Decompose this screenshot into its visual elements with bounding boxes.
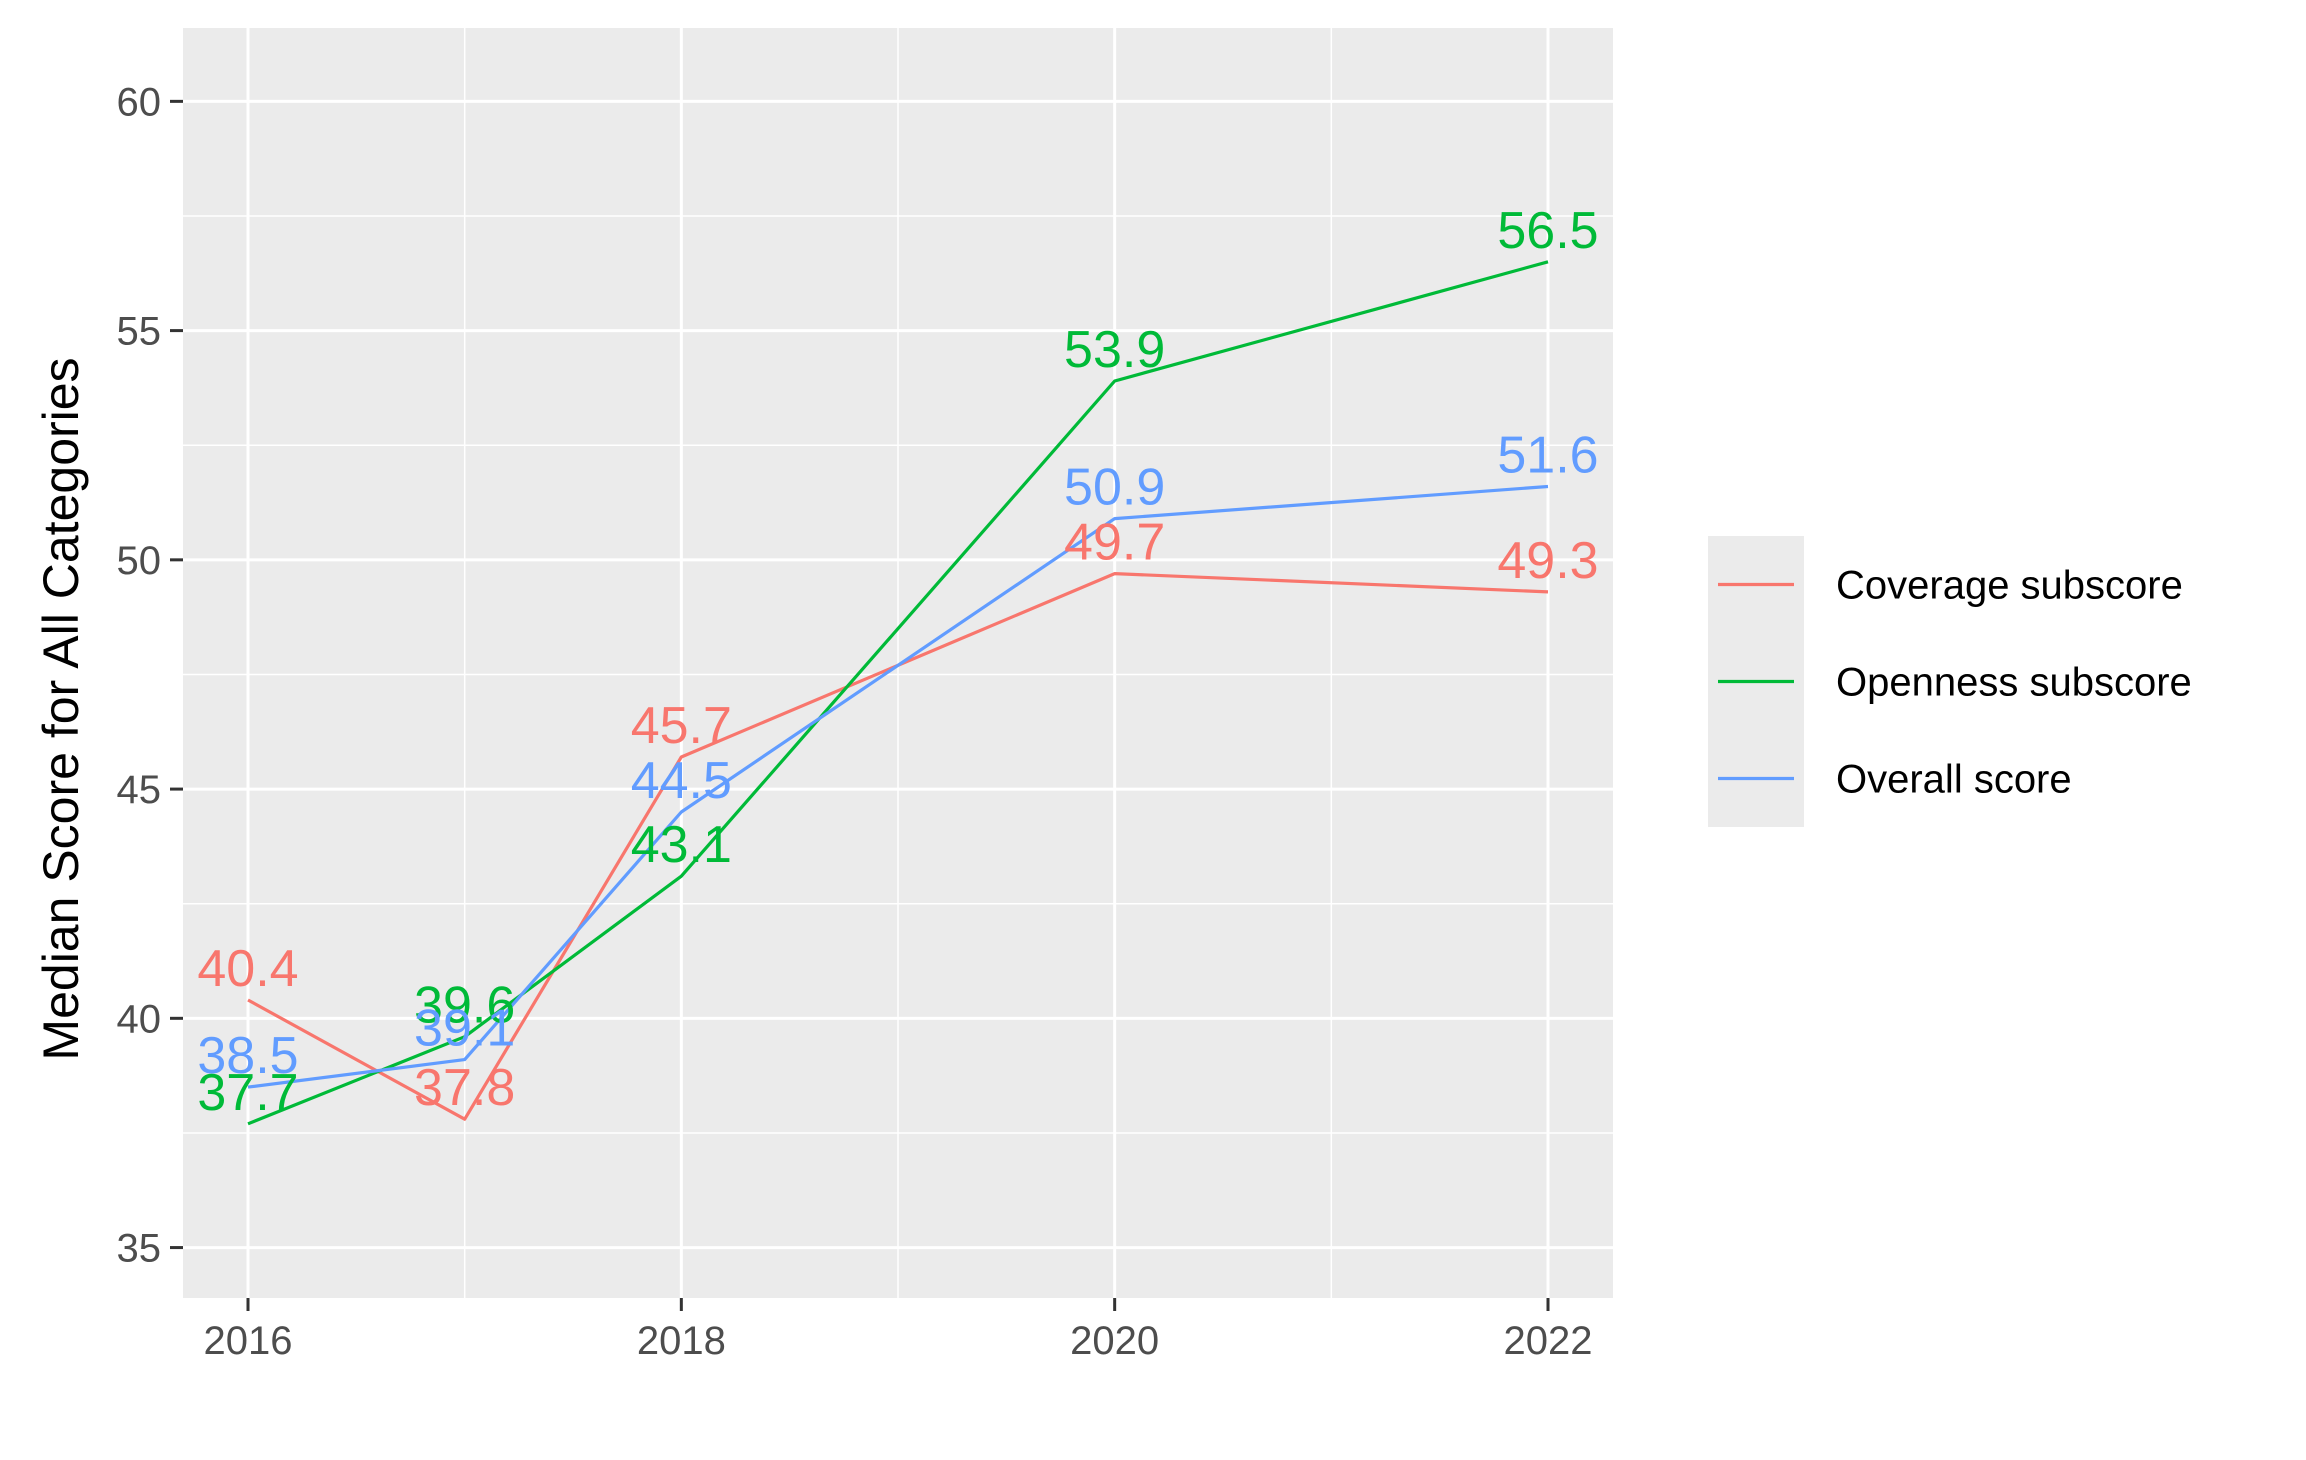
- y-tick-label: 60: [117, 80, 162, 124]
- data-label: 49.7: [1064, 514, 1165, 572]
- series-line-overall-score: [247, 484, 1549, 1089]
- legend: Coverage subscore Openness subscore Overal…: [1708, 536, 2192, 827]
- data-label: 44.5: [631, 752, 732, 810]
- data-label: 50.9: [1064, 459, 1165, 517]
- data-label: 39.1: [414, 1000, 515, 1058]
- legend-label: Coverage subscore: [1836, 564, 2183, 608]
- legend-label: Openness subscore: [1836, 661, 2192, 705]
- data-label: 38.5: [197, 1027, 298, 1085]
- legend-label: Overall score: [1836, 758, 2072, 802]
- series-line-openness-subscore: [247, 260, 1549, 1126]
- data-label: 39.6: [414, 977, 515, 1035]
- data-labels: 40.4 37.8 45.7 49.7 49.3 37.7 39.6 43.1 53.9 56.5…: [197, 202, 1598, 1122]
- axes: 35 40 45 50 55 60 2016 2018 2020 2022: [117, 80, 1593, 1363]
- major-gridlines: [183, 28, 1613, 1298]
- y-tick-label: 45: [117, 768, 162, 812]
- x-tick-label: 2016: [204, 1319, 293, 1363]
- y-tick-label: 40: [117, 997, 162, 1041]
- series-lines: [247, 260, 1549, 1126]
- y-axis-title: Median Score for All Categories: [33, 357, 89, 1060]
- y-tick-label: 55: [117, 310, 162, 354]
- x-tick-label: 2018: [637, 1319, 726, 1363]
- minor-gridlines: [183, 28, 1613, 1298]
- data-label: 51.6: [1497, 426, 1598, 484]
- data-label: 49.3: [1497, 532, 1598, 590]
- y-tick-label: 50: [117, 539, 162, 583]
- data-label: 37.8: [414, 1059, 515, 1117]
- x-tick-label: 2020: [1070, 1319, 1159, 1363]
- data-label: 53.9: [1064, 321, 1165, 379]
- y-tick-label: 35: [117, 1227, 162, 1271]
- data-label: 45.7: [631, 697, 732, 755]
- data-label: 40.4: [197, 940, 298, 998]
- x-tick-label: 2022: [1504, 1319, 1593, 1363]
- series-line-coverage-subscore: [247, 571, 1549, 1121]
- data-label: 43.1: [631, 816, 732, 874]
- data-label: 37.7: [197, 1064, 298, 1122]
- data-label: 56.5: [1497, 202, 1598, 260]
